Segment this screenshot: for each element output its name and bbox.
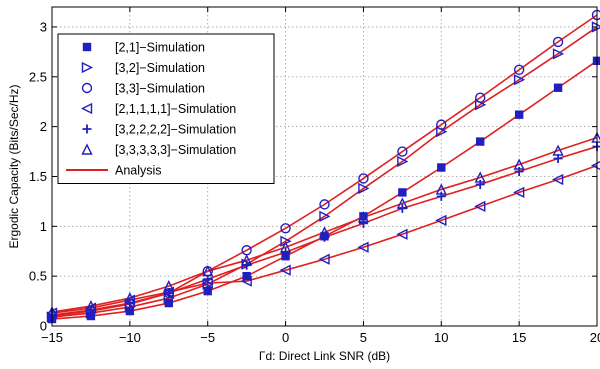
y-tick-label: 2	[40, 119, 47, 134]
data-point-3	[397, 146, 408, 157]
data-point-6	[474, 171, 486, 183]
legend-label-analysis: Analysis	[115, 164, 162, 178]
data-point-4	[279, 264, 291, 276]
data-point-2	[513, 74, 526, 86]
data-point-1	[514, 110, 524, 119]
analysis-line-4	[51, 164, 598, 314]
data-point-3	[358, 173, 369, 184]
y-tick-label: 3	[40, 19, 47, 34]
legend-box	[57, 33, 275, 184]
data-point-4	[552, 173, 564, 186]
legend-label-5: [3,2,2,2,2]−Simulation	[115, 123, 236, 137]
x-tick-label: 20	[590, 330, 600, 345]
data-point-1	[398, 188, 407, 197]
x-tick-label: −5	[200, 330, 215, 345]
plot-frame	[51, 6, 598, 327]
legend-marker-1	[82, 42, 92, 52]
legend-marker-6	[81, 143, 93, 155]
y-tick-label: 1	[40, 219, 47, 234]
legend-marker-5	[82, 124, 92, 134]
legend: [2,1]−Simulation [3,2]−Simulation [3,3]−Si…	[57, 33, 275, 184]
data-point-6	[202, 265, 214, 277]
data-point-3	[513, 64, 525, 76]
data-point-6	[241, 254, 253, 266]
data-point-6	[513, 158, 525, 170]
legend-label-4: [2,1,1,1,1]−Simulation	[115, 102, 236, 116]
data-point-4	[318, 253, 330, 265]
legend-label-6: [3,3,3,3,3]−Simulation	[115, 143, 236, 157]
data-point-4	[474, 200, 486, 213]
data-point-3	[319, 199, 330, 210]
legend-label-2: [3,2]−Simulation	[115, 61, 205, 75]
data-point-6	[85, 299, 97, 312]
y-tick-label: 2.5	[29, 69, 47, 84]
data-point-1	[203, 286, 212, 296]
x-tick-label: 5	[360, 330, 367, 345]
data-point-4	[240, 275, 252, 287]
legend-marker-2	[81, 61, 94, 74]
data-point-4	[435, 214, 447, 226]
axis-ticks: −15 −10 −5 0 5 10 15 20 0 0.5 1 1.5 2 2.5 3	[29, 7, 600, 345]
data-point-6	[435, 183, 447, 195]
analysis-line-2	[51, 26, 598, 318]
legend-label-1: [2,1]−Simulation	[115, 41, 205, 55]
data-point-6	[279, 241, 292, 253]
data-point-5	[358, 218, 368, 228]
data-point-5	[592, 142, 600, 152]
x-tick-label: 15	[512, 330, 526, 345]
data-point-4	[513, 186, 525, 199]
y-tick-label: 1.5	[29, 169, 47, 184]
x-axis-label: Γd: Direct Link SNR (dB)	[259, 349, 390, 363]
data-point-3	[475, 92, 486, 103]
data-point-1	[476, 137, 485, 146]
data-point-6	[124, 292, 136, 304]
y-axis-label: Ergodic Capacity (Bits/Sec/Hz)	[7, 84, 21, 248]
data-point-2	[397, 155, 409, 168]
data-point-6	[396, 197, 408, 209]
x-tick-label: −15	[41, 330, 63, 345]
data-point-1	[437, 163, 446, 172]
x-tick-label: 0	[282, 330, 289, 345]
data-point-6	[318, 226, 331, 238]
data-point-4	[357, 241, 369, 253]
legend-marker-3	[81, 82, 93, 94]
data-point-6	[552, 144, 564, 156]
data-point-3	[552, 36, 564, 48]
x-tick-label: 10	[434, 330, 448, 345]
data-point-6	[357, 211, 370, 223]
data-point-1	[553, 83, 563, 92]
data-point-3	[436, 119, 447, 130]
y-tick-label: 0.5	[29, 269, 47, 284]
legend-label-3: [3,3]−Simulation	[115, 82, 205, 96]
y-tick-label: 0	[40, 319, 47, 334]
x-tick-label: −10	[119, 330, 141, 345]
data-point-2	[319, 210, 331, 222]
data-point-3	[280, 223, 291, 234]
data-point-2	[552, 48, 565, 60]
data-point-6	[163, 280, 175, 292]
legend-marker-4	[80, 102, 93, 115]
data-point-4	[396, 228, 408, 240]
data-point-2	[358, 182, 370, 195]
